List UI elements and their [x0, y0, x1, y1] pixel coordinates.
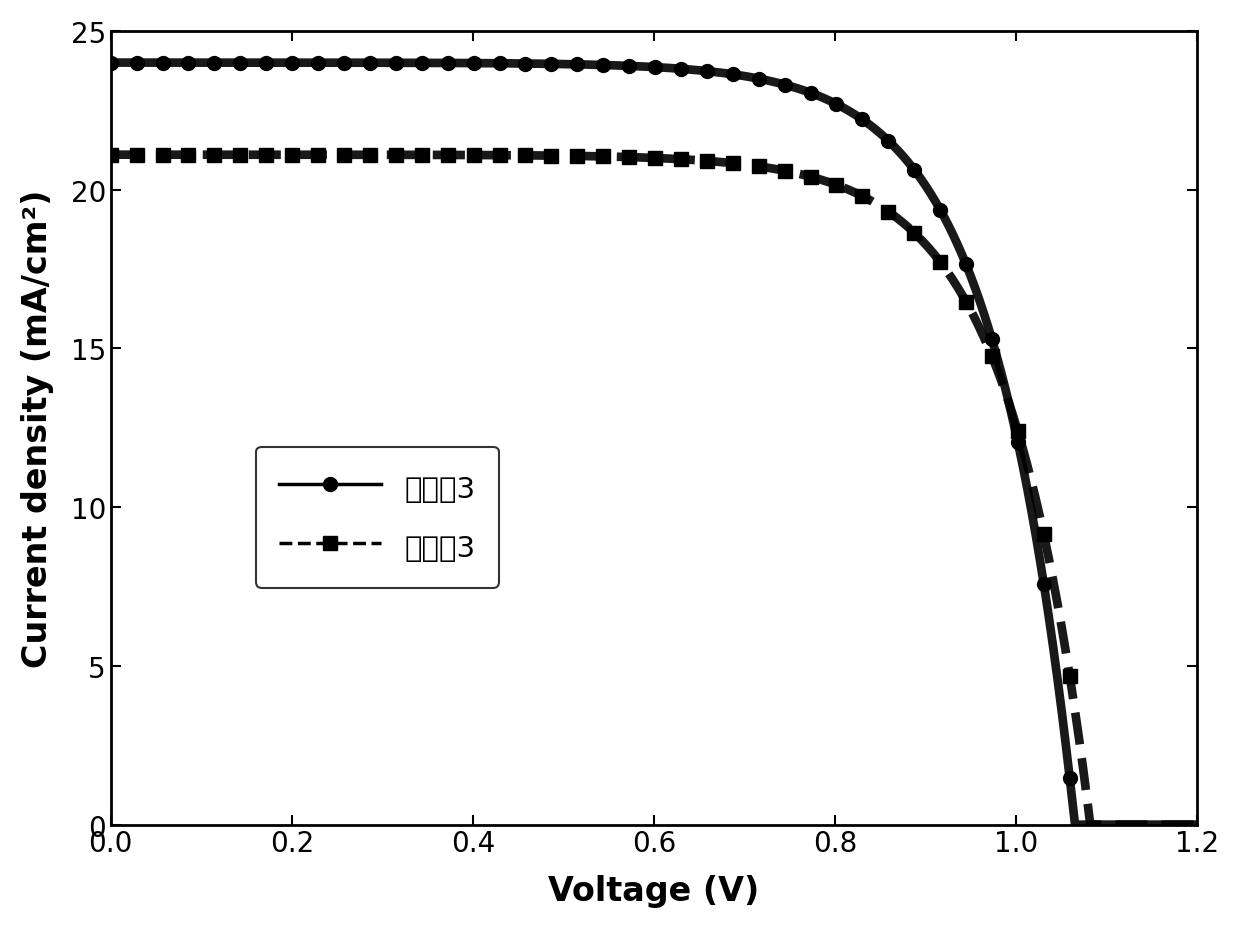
Legend: 对比外3, 实施外3: 对比外3, 实施外3: [255, 447, 498, 588]
X-axis label: Voltage (V): Voltage (V): [548, 874, 760, 908]
Y-axis label: Current density (mA/cm²): Current density (mA/cm²): [21, 189, 53, 667]
